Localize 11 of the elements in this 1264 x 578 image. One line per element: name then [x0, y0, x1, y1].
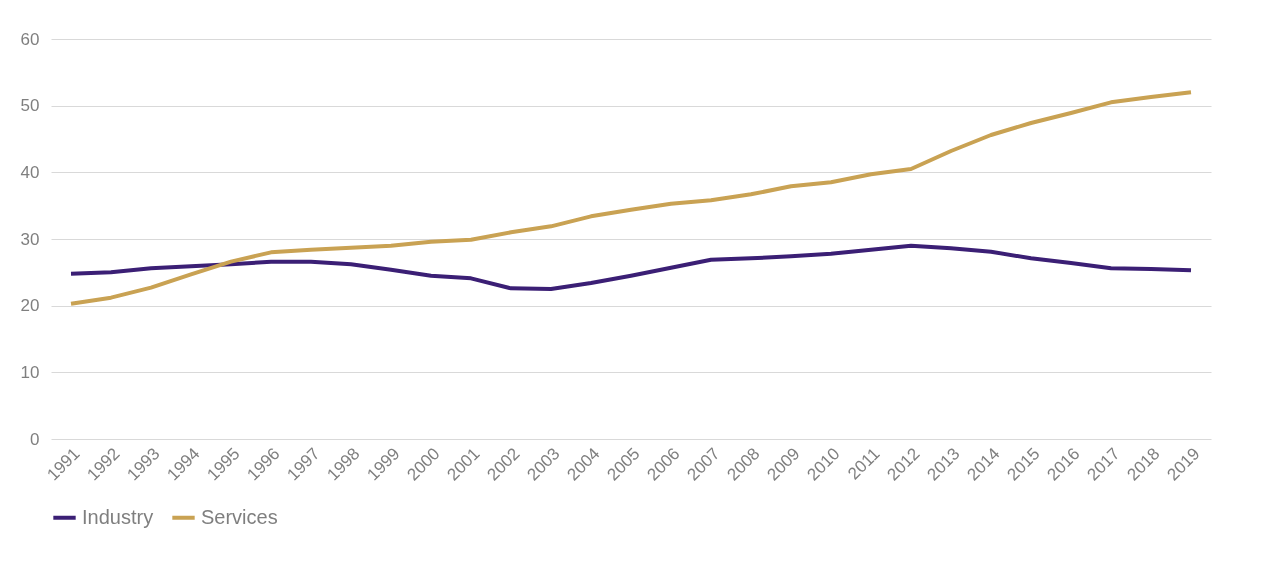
y-tick-label: 40: [20, 162, 40, 182]
line-series: [69, 243, 1193, 291]
y-tick-label: 0: [30, 429, 40, 449]
y-tick-label: 50: [20, 96, 40, 116]
legend-label: Industry: [82, 505, 154, 528]
y-tick-label: 30: [20, 229, 40, 249]
line-series: [69, 90, 1193, 306]
legend-label: Services: [201, 505, 278, 528]
y-tick-label: 20: [20, 296, 40, 316]
y-tick-label: 60: [20, 29, 40, 49]
y-tick-label: 10: [20, 362, 40, 382]
